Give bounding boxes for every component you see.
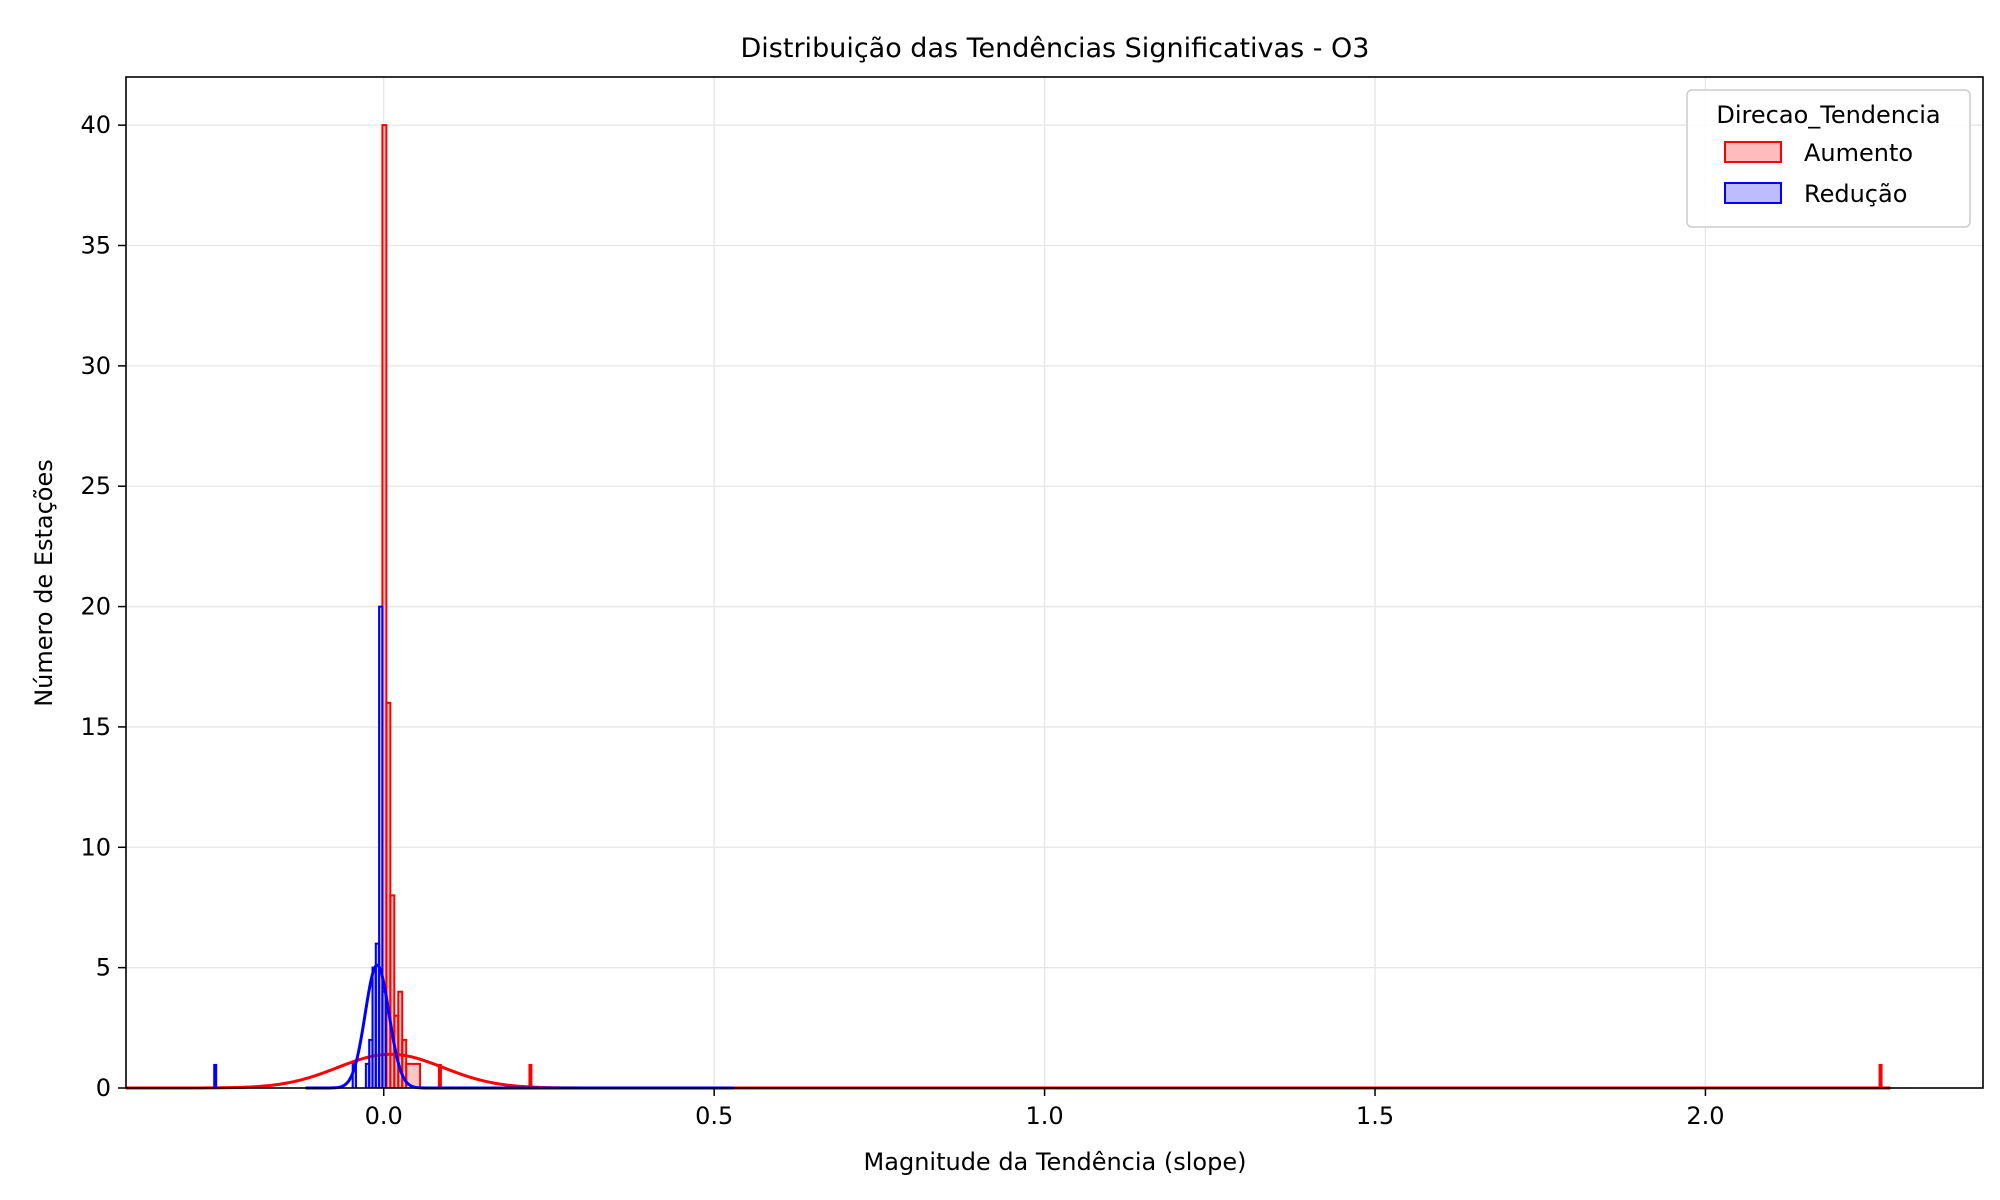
y-tick-label: 5 [96,954,111,982]
aumento-bar-fill [406,1063,421,1088]
y-tick-label: 20 [80,593,111,621]
legend-swatch-aumento [1724,141,1782,163]
x-tick-label: 2.0 [1686,1102,1724,1130]
axes: 0.0 0.5 1.0 1.5 2.0 0 5 10 15 20 25 30 35 40 [80,76,1984,1130]
y-tick-label: 10 [80,833,111,861]
chart-title: Distribuição das Tendências Significativ… [741,33,1370,64]
legend-label-aumento: Aumento [1804,139,1913,167]
histogram-fills [352,125,421,1088]
x-tick-label: 1.5 [1356,1102,1394,1130]
aumento-bar [389,894,396,1088]
y-tick-label: 35 [80,232,111,260]
aumento-bar-fill [402,1039,407,1088]
y-tick-label: 30 [80,352,111,380]
aumento-bar-fill [398,991,403,1088]
y-tick-label: 15 [80,713,111,741]
y-tick-label: 25 [80,472,111,500]
y-axis-label: Número de Estações [30,459,58,707]
grid-lines [126,77,1983,1089]
reducao-bar-fill [375,943,380,1088]
reducao-bar-fill [352,1063,356,1088]
reducao-bar [378,605,384,1088]
x-tick-label: 0.0 [365,1102,403,1130]
aumento-bar [405,1062,422,1088]
x-tick-label: 0.5 [695,1102,733,1130]
aumento-bar-fill [386,702,391,1088]
x-axis-label: Magnitude da Tendência (slope) [864,1148,1247,1176]
reducao-bar-fill [365,1063,370,1088]
reducao-bar-fill [372,967,376,1088]
reducao-bar-fill [382,991,386,1088]
reducao-bar-fill [369,1039,373,1088]
aumento-bar-fill [382,125,387,1088]
legend-label-reducao: Redução [1804,180,1907,208]
y-tick-label: 40 [80,111,111,139]
legend-swatch-reducao [1724,182,1782,204]
plot-frame [125,76,1984,1089]
y-tick-label: 0 [96,1074,111,1102]
reducao-bar-fill [379,606,383,1088]
aumento-bar-fill [390,895,395,1088]
x-tick-label: 1.0 [1026,1102,1064,1130]
legend-title: Direcao_Tendencia [1716,101,1940,129]
legend: Direcao_Tendencia Aumento Redução [1686,89,1971,228]
